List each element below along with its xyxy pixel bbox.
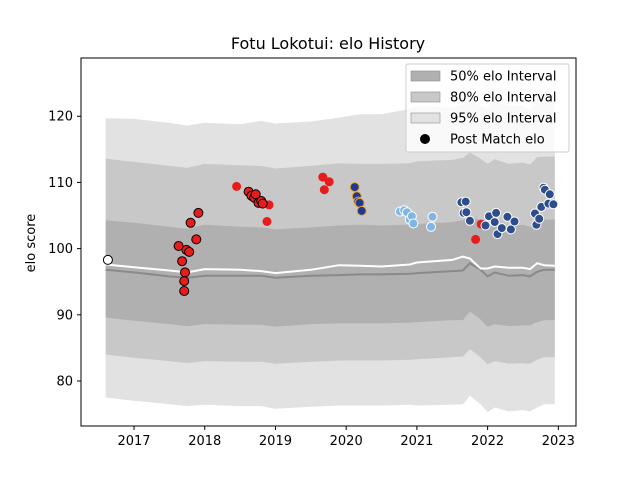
- legend-label-0: 50% elo Interval: [450, 70, 557, 85]
- legend-label-1: 80% elo Interval: [450, 91, 557, 106]
- match-point-s4-5: [408, 218, 419, 229]
- legend-label-3: Post Match elo: [450, 133, 545, 148]
- legend: 50% elo Interval 80% elo Interval 95% elo …: [405, 63, 570, 153]
- match-point-s5-2: [460, 196, 471, 207]
- match-point-s5-21: [544, 189, 555, 200]
- match-point-s0-4: [179, 286, 190, 296]
- y-tick-label-120: 120: [48, 110, 73, 125]
- legend-label-2: 95% elo Interval: [450, 112, 557, 127]
- match-point-s5-22: [548, 199, 559, 210]
- match-point-s5-16: [534, 213, 545, 224]
- match-point-s0-10: [193, 207, 204, 218]
- plot-content: [102, 93, 559, 413]
- match-point-s3-4: [356, 205, 367, 216]
- match-point-s5-13: [509, 216, 520, 227]
- x-tick-label-2022: 2022: [471, 434, 504, 449]
- x-tick-label-2017: 2017: [117, 434, 150, 449]
- axes: 2017 2018 2019 2020 2021 2022 2023 80 90 100 110 12…: [48, 57, 577, 449]
- legend-swatch-2: [410, 112, 441, 124]
- match-point-s1-6: [471, 234, 481, 244]
- legend-box: [405, 63, 570, 153]
- x-tick-label-2019: 2019: [259, 434, 292, 449]
- match-point-s0-3: [179, 276, 190, 287]
- match-point-s4-6: [426, 221, 436, 232]
- match-point-s5-4: [464, 215, 475, 226]
- match-point-s1-3: [318, 172, 328, 182]
- legend-marker-3: [420, 134, 430, 144]
- match-point-s0-5: [180, 267, 190, 278]
- match-point-s0-0: [102, 254, 113, 265]
- match-point-s1-4: [319, 185, 329, 195]
- match-point-s3-0: [349, 182, 360, 193]
- x-tick-label-2023: 2023: [542, 434, 575, 449]
- match-point-s0-1: [173, 241, 184, 251]
- x-tick-label-2021: 2021: [400, 434, 433, 449]
- band-50-percent: [105, 215, 555, 327]
- legend-swatch-0: [410, 70, 441, 82]
- x-tick-label-2020: 2020: [330, 434, 363, 449]
- match-point-s0-9: [191, 234, 202, 245]
- match-point-s5-3: [461, 207, 472, 218]
- legend-swatch-1: [410, 91, 441, 103]
- match-point-s1-1: [262, 217, 272, 226]
- match-point-s5-5: [480, 220, 491, 231]
- match-point-s1-5: [324, 177, 334, 187]
- y-tick-label-110: 110: [48, 176, 73, 191]
- match-point-s5-10: [496, 223, 507, 234]
- match-point-s0-7: [184, 246, 195, 257]
- chart-title: Fotu Lokotui: elo History: [231, 34, 425, 53]
- x-tick-label-2018: 2018: [188, 434, 221, 449]
- y-axis-label: elo score: [24, 214, 39, 273]
- match-point-s4-7: [427, 211, 438, 222]
- axes-frame: [80, 57, 577, 427]
- median-elo-line: [105, 261, 555, 279]
- match-point-s0-8: [185, 217, 196, 228]
- y-tick-label-80: 80: [56, 374, 73, 389]
- y-tick-label-100: 100: [48, 242, 73, 257]
- match-point-s1-0: [232, 181, 242, 191]
- plot-area: [102, 93, 559, 413]
- match-point-s0-2: [177, 256, 188, 267]
- mean-elo-line: [105, 255, 555, 275]
- match-point-s5-11: [502, 211, 513, 222]
- match-point-s5-8: [491, 207, 502, 218]
- y-tick-label-90: 90: [56, 308, 73, 323]
- match-point-s2-6: [257, 198, 268, 209]
